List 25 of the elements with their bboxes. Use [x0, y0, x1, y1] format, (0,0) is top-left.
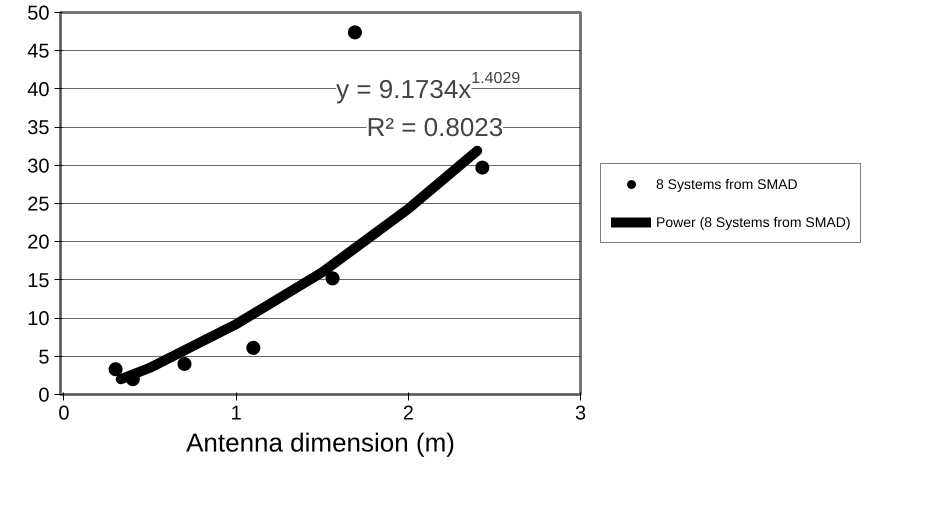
x-tick-label: 3 [574, 402, 586, 424]
y-tick-label: 30 [27, 155, 50, 178]
point [475, 160, 490, 175]
point [246, 340, 260, 355]
y-tick-label: 0 [38, 384, 50, 406]
x-tick-label: 2 [402, 402, 414, 424]
y-tick-label: 5 [38, 346, 50, 368]
y-tick-label: 50 [27, 2, 50, 24]
annotation: R² = 0.8023 [366, 112, 504, 142]
y-tick-label: 45 [27, 40, 50, 63]
y-tick-label: 25 [27, 194, 50, 216]
point [177, 356, 192, 371]
y-tick-label: 20 [27, 232, 50, 254]
x-tick-label: 1 [230, 402, 242, 424]
x-tick-label: 0 [58, 402, 70, 424]
point [348, 25, 362, 40]
y-tick-label: 35 [27, 117, 50, 140]
y-tick-label: 15 [27, 270, 50, 292]
x-axis-title: Antenna dimension (m) [186, 428, 455, 458]
legend-label: 8 Systems from SMAD [656, 176, 798, 192]
point [108, 362, 123, 376]
legend-label: Power (8 Systems from SMAD) [656, 214, 850, 230]
y-tick-label: 10 [27, 308, 50, 330]
y-tick-label: 40 [27, 78, 50, 101]
point [326, 271, 340, 286]
